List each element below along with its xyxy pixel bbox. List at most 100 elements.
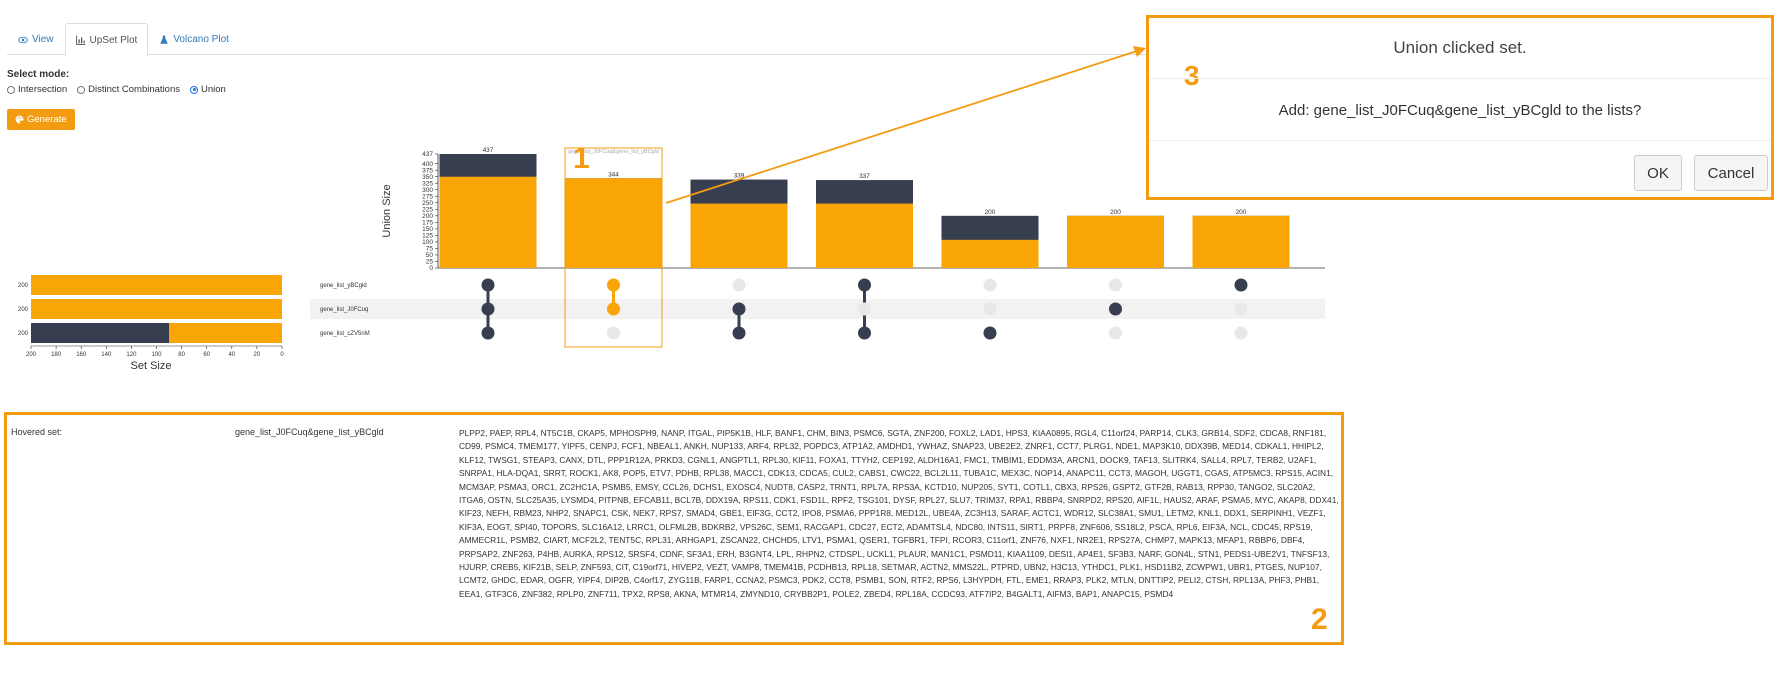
generate-button[interactable]: Generate (7, 109, 75, 130)
mode-radio-group: Intersection Distinct Combinations Union (7, 84, 226, 95)
ok-button[interactable]: OK (1634, 155, 1682, 191)
y-tick-label: 150 (422, 226, 433, 233)
dialog-divider (1149, 140, 1771, 141)
union-bar-highlight (690, 203, 788, 268)
tab-volcano-plot[interactable]: Volcano Plot (148, 23, 240, 55)
eye-icon (18, 36, 28, 43)
callout-1: 1 (573, 142, 590, 175)
bar-chart-icon (75, 35, 85, 45)
y-tick-label: 175 (422, 220, 433, 227)
matrix-dot-inactive (1234, 302, 1248, 316)
tab-bar: View UpSet Plot Volcano Plot (7, 23, 1327, 56)
union-bar-highlight (565, 178, 662, 268)
radio-dot[interactable] (77, 85, 86, 94)
y-tick-label: 200 (422, 213, 433, 220)
matrix-row-band (310, 299, 1325, 319)
tab-upset-plot[interactable]: UpSet Plot (64, 23, 149, 56)
y-tick-label: 400 (422, 161, 433, 168)
tab-view[interactable]: View (7, 23, 65, 55)
y-axis-title: Union Size (381, 184, 393, 237)
set-size-bar (31, 299, 282, 319)
palette-icon (15, 115, 24, 124)
set-size-tick-label: 80 (178, 352, 185, 358)
y-tick-label: 225 (422, 207, 433, 214)
matrix-dot-active (1234, 278, 1248, 292)
set-size-bar (31, 275, 282, 295)
set-size-value: 200 (18, 283, 29, 289)
cancel-button[interactable]: Cancel (1694, 155, 1768, 191)
radio-dot[interactable] (190, 85, 198, 94)
y-tick-label: 250 (422, 200, 433, 207)
bar-value-label: 200 (1110, 209, 1121, 216)
set-size-tick-label: 120 (126, 352, 137, 358)
y-tick-label: 75 (426, 246, 434, 253)
y-tick-label: 125 (422, 233, 433, 240)
set-size-value: 200 (18, 331, 29, 337)
hovered-gene-list: PLPP2, PAEP, RPL4, NT5C1B, CKAP5, MPHOSP… (459, 428, 1339, 599)
hovered-set-panel: Hovered set: gene_list_J0FCuq&gene_list_… (4, 412, 1344, 645)
matrix-dot-active (983, 326, 997, 340)
matrix-dot-inactive (858, 302, 871, 316)
matrix-dot-active (607, 302, 620, 316)
set-size-tick-label: 160 (76, 352, 87, 358)
flask-icon (160, 35, 169, 44)
callout-2: 2 (1311, 603, 1328, 636)
matrix-dot-active (858, 326, 871, 340)
set-size-tick-label: 0 (280, 352, 284, 358)
matrix-dot-active (858, 278, 871, 292)
union-bar-highlight (816, 203, 913, 268)
callout-3: 3 (1184, 60, 1200, 91)
generate-button-label: Generate (27, 114, 67, 125)
upset-plot: 0 25 50 75 100 125 150 175 200 225 250 275 300 325 350… (0, 142, 1340, 432)
set-size-tick-label: 180 (51, 352, 62, 358)
radio-intersection[interactable]: Intersection (7, 84, 67, 95)
matrix-dot-inactive (983, 278, 997, 292)
set-name-label: gene_list_J0FCuq (320, 307, 368, 313)
radio-distinct-combinations-label: Distinct Combinations (88, 84, 180, 95)
set-size-axis-title: Set Size (131, 360, 172, 372)
set-size-tick-label: 20 (254, 352, 261, 358)
union-bar-highlight (1067, 215, 1164, 268)
matrix-dot-active (732, 302, 746, 316)
hovered-set-name: gene_list_J0FCuq&gene_list_yBCgld (235, 427, 384, 437)
matrix-dot-inactive (1109, 326, 1122, 340)
matrix-dot-inactive (983, 302, 997, 316)
y-tick-label: 300 (422, 187, 433, 194)
set-size-tick-label: 140 (101, 352, 112, 358)
y-tick-label: 100 (422, 239, 433, 246)
hovered-set-label: Hovered set: (11, 427, 63, 437)
matrix-dot-inactive (607, 326, 620, 340)
y-tick-label: 50 (426, 252, 434, 259)
matrix-dot-inactive (732, 278, 746, 292)
matrix-dot-active (607, 278, 620, 292)
radio-union[interactable]: Union (190, 84, 226, 95)
radio-distinct-combinations[interactable]: Distinct Combinations (77, 84, 180, 95)
y-tick-label: 350 (422, 174, 433, 181)
union-bar-highlight (439, 176, 537, 268)
set-name-label: gene_list_cZV5nM (320, 331, 370, 337)
matrix-dot-active (732, 326, 746, 340)
set-size-value: 200 (18, 307, 29, 313)
y-tick-label: 25 (426, 259, 434, 266)
set-size-tick-label: 60 (203, 352, 210, 358)
bar-value-label: 344 (608, 171, 619, 178)
set-name-label: gene_list_yBCgld (320, 283, 367, 289)
y-tick-label: 437 (422, 151, 433, 158)
dialog-title: Union clicked set. (1393, 38, 1527, 57)
union-dialog: 3 Union clicked set. Add: gene_list_J0FC… (1146, 15, 1774, 200)
tab-view-label: View (32, 34, 54, 45)
bar-value-label: 437 (483, 147, 494, 154)
matrix-dot-active (481, 326, 495, 340)
set-size-bar-overlap (31, 323, 170, 343)
tab-volcano-plot-label: Volcano Plot (173, 34, 229, 45)
bar-value-label: 337 (859, 173, 870, 180)
matrix-dot-active (481, 302, 495, 316)
tab-upset-plot-label: UpSet Plot (89, 34, 138, 46)
matrix-dot-active (1109, 302, 1122, 316)
radio-dot[interactable] (7, 85, 15, 94)
upset-plot-svg: 0255075100125150175200225250275300325350… (18, 147, 1325, 372)
union-bar-highlight (941, 239, 1039, 268)
y-tick-label: 375 (422, 167, 433, 174)
dialog-message: Add: gene_list_J0FCuq&gene_list_yBCgld t… (1278, 102, 1642, 119)
set-size-tick-label: 40 (228, 352, 235, 358)
